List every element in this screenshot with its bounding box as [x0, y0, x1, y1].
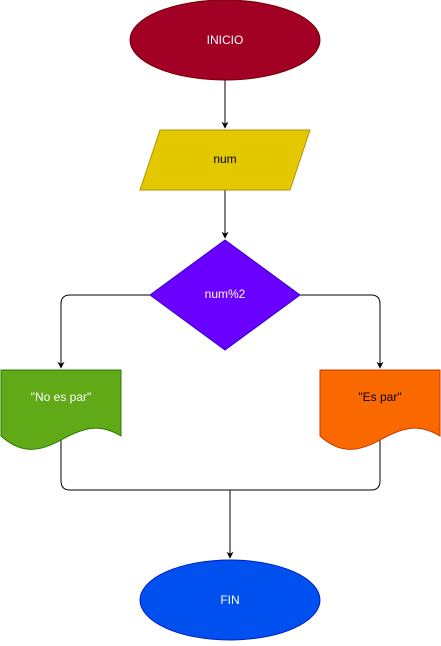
output-yes-document [319, 369, 441, 450]
output-no-node: "No es par" [0, 369, 122, 450]
input-parallelogram [139, 129, 311, 191]
edges [57, 80, 384, 559]
decision-node: num%2 [149, 239, 301, 351]
edge-no-to-merge [60, 440, 230, 491]
edge-decision-to-no [57, 294, 150, 369]
start-ellipse [129, 0, 321, 81]
start-label: INICIO [207, 33, 244, 47]
decision-label: num%2 [205, 287, 246, 301]
decision-diamond [149, 239, 301, 351]
output-yes-node: "Es par" [319, 369, 441, 450]
input-node: num [139, 129, 311, 191]
edge-decision-to-yes [300, 294, 384, 369]
edge-yes-to-merge [230, 440, 381, 491]
start-node: INICIO [129, 0, 321, 81]
output-no-label: "No es par" [31, 390, 92, 404]
end-label: FIN [220, 593, 239, 607]
output-yes-label: "Es par" [358, 390, 401, 404]
output-no-document [0, 369, 122, 450]
end-node: FIN [139, 559, 321, 641]
input-label: num [213, 152, 236, 166]
end-ellipse [139, 559, 321, 641]
